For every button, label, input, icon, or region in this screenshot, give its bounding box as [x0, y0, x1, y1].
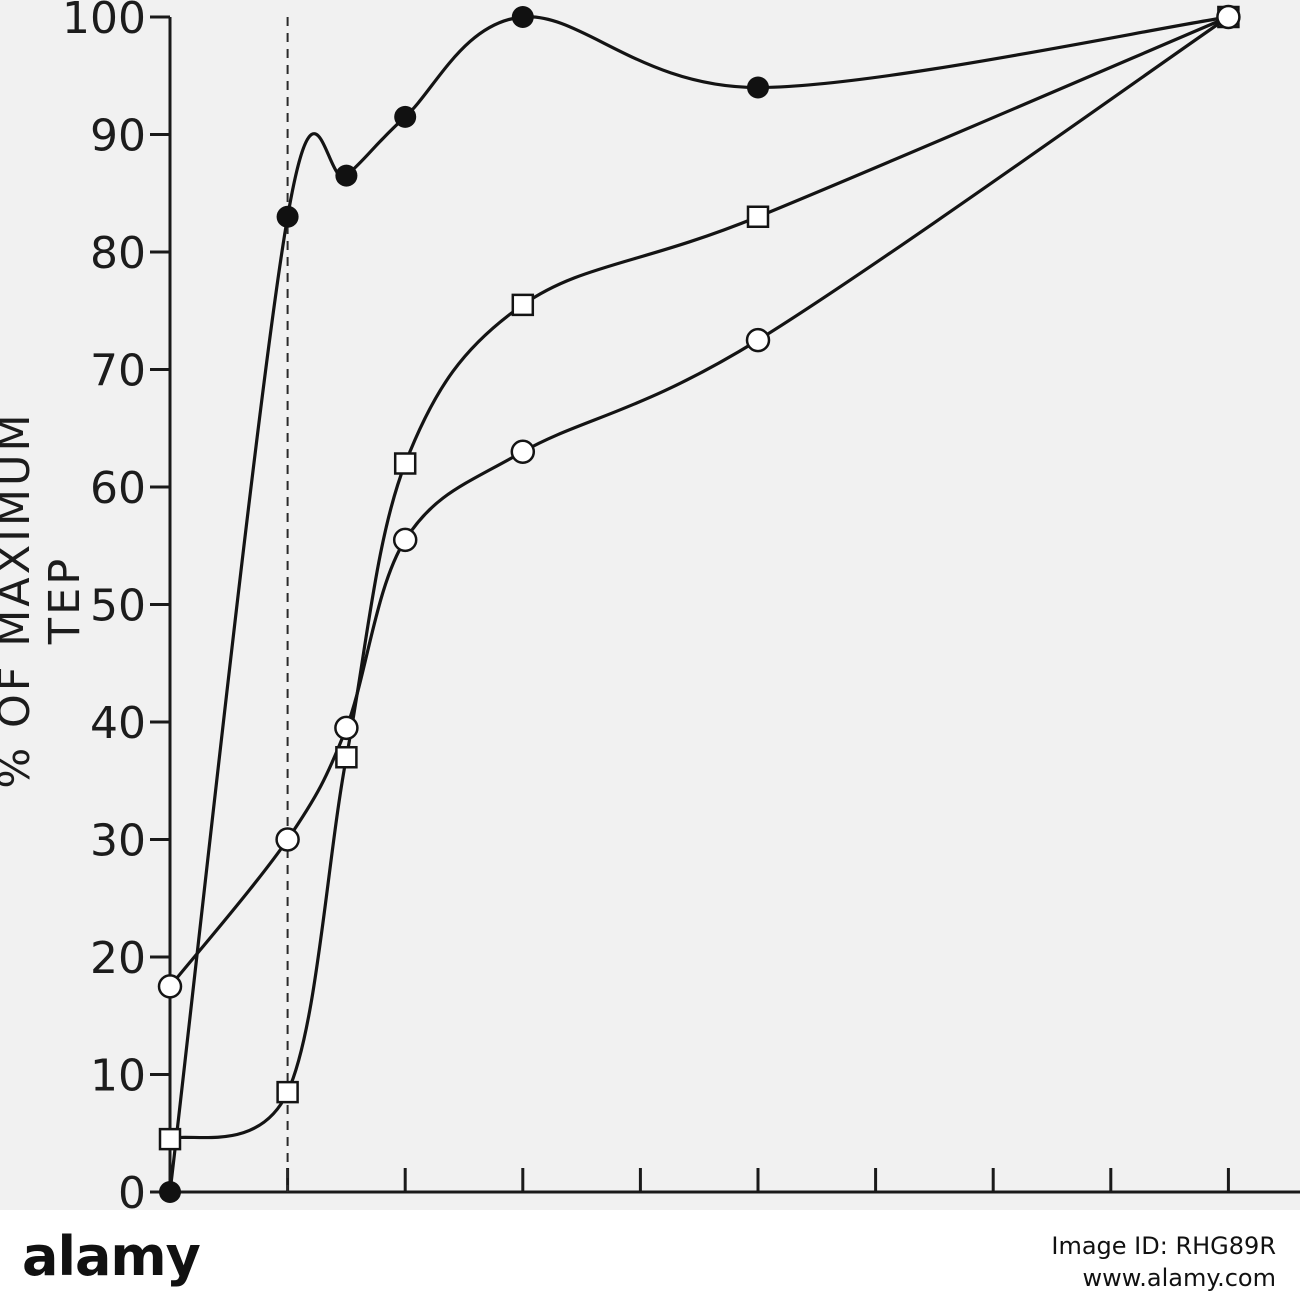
y-tick-label-0: 0 — [118, 1168, 146, 1210]
filled-circle-point-3 — [335, 164, 358, 187]
open-square-point-2 — [276, 1080, 299, 1104]
series-line-open-square — [169, 15, 1230, 1141]
filled-circle-point-1 — [159, 1181, 181, 1203]
y-tick-label-30: 30 — [90, 816, 146, 867]
plot-area: 0 10 20 30 40 50 60 70 80 90 100 % OF MAXIMUM TEP — [0, 0, 1300, 1210]
series-line-filled-circle — [168, 15, 1229, 1193]
open-circle-point-5 — [510, 439, 536, 464]
open-circle-point-2 — [275, 827, 300, 852]
open-square-point-6 — [746, 205, 770, 228]
open-square-point-3 — [335, 746, 358, 769]
y-axis-label: % OF MAXIMUM TEP — [0, 411, 90, 788]
chart-svg: 0 10 20 30 40 50 60 70 80 90 100 — [62, 0, 1300, 1210]
open-circle-point-3 — [334, 715, 359, 741]
open-circle-point-1 — [157, 974, 183, 999]
y-tick-label-70: 70 — [90, 346, 146, 397]
filled-circle-point-2 — [276, 205, 299, 228]
open-square-point-4 — [393, 452, 417, 475]
y-tick-label-10: 10 — [90, 1051, 146, 1102]
open-square-point-1 — [158, 1127, 182, 1151]
filled-circle-point-4 — [394, 105, 417, 128]
open-square-point-5 — [511, 293, 535, 317]
y-tick-label-90: 90 — [90, 111, 146, 162]
filled-circle-point-6 — [747, 76, 769, 99]
series-line-open-circle — [168, 15, 1230, 988]
open-circle-point-4 — [392, 527, 418, 553]
footer-band — [0, 1210, 1300, 1303]
open-circle-point-7 — [1216, 4, 1241, 30]
y-tick-label-80: 80 — [90, 228, 146, 279]
y-tick-label-100: 100 — [62, 0, 146, 44]
y-tick-label-40: 40 — [90, 698, 146, 749]
y-tick-label-20: 20 — [90, 933, 146, 984]
image-id: Image ID: RHG89R — [1051, 1232, 1276, 1260]
filled-circle-point-5 — [511, 6, 534, 28]
y-tick-label-50: 50 — [90, 581, 146, 632]
y-tick-label-60: 60 — [90, 463, 146, 514]
open-circle-point-6 — [745, 327, 771, 353]
site-url: www.alamy.com — [1082, 1264, 1276, 1292]
brand-logo: alamy — [22, 1225, 201, 1288]
